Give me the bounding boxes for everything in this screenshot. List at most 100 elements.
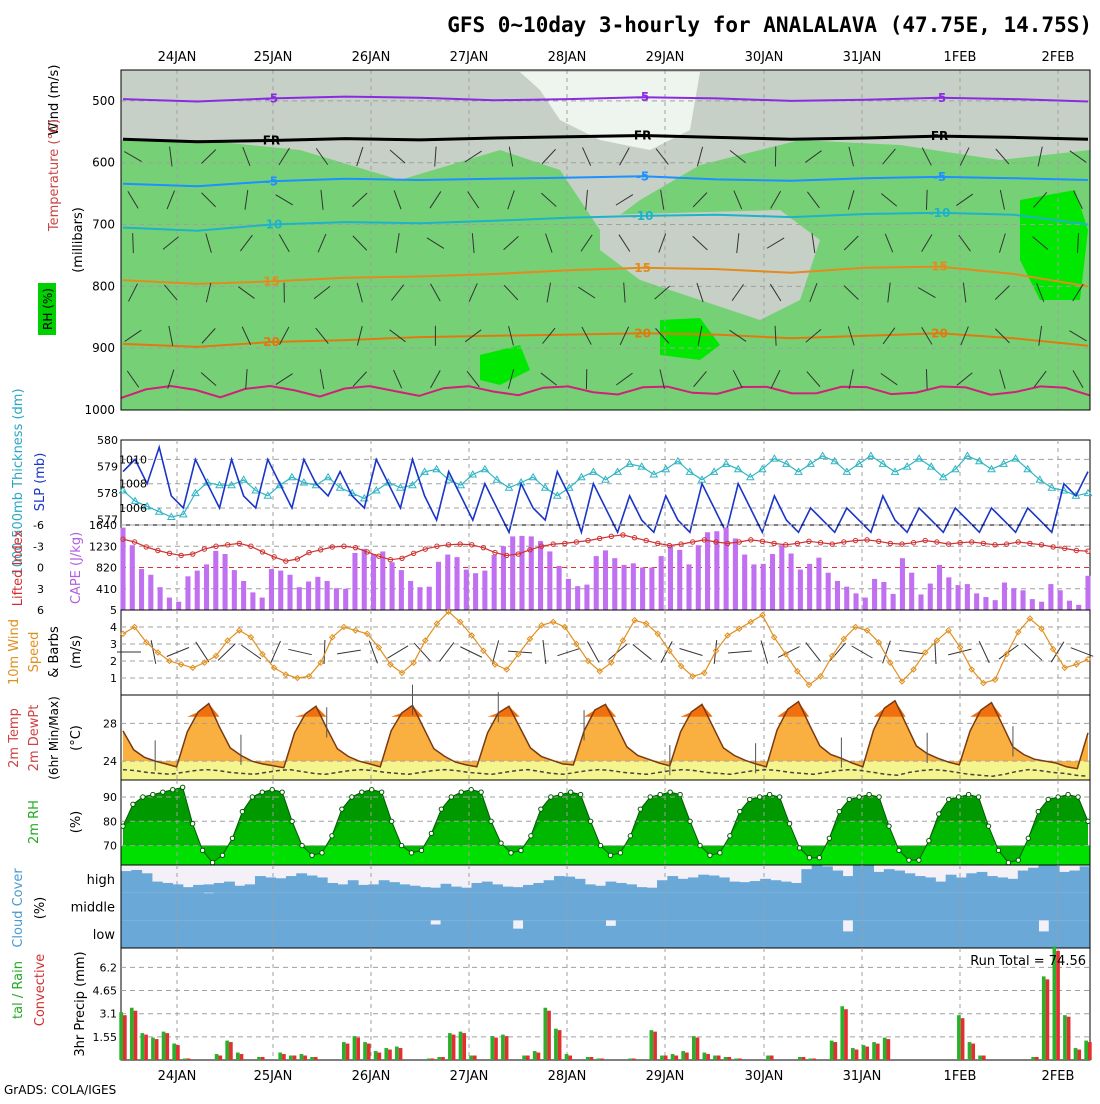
cloud-high-bar-41 [544,880,555,892]
upper-air-ytick-4: 900 [92,341,115,355]
cloud-high-bar-19 [317,877,328,892]
precip-convective-bar-24 [378,1053,382,1060]
precip-total-bar-90 [1074,1048,1078,1060]
cape-bar-50 [584,585,589,610]
cape-bar-3 [148,575,153,610]
cloud-low-bar-11 [234,920,245,948]
precip-convective-bar-54 [696,1038,700,1060]
bottom-date-label-9: 2FEB [1042,1069,1075,1084]
rh-point-34 [459,790,463,794]
cape-bar-88 [937,565,942,610]
cloud-middle-bar-62 [760,893,771,921]
upper-air-barb-2-0 [133,233,134,253]
cloud-middle-bar-11 [234,893,245,921]
precip-convective-bar-52 [674,1056,678,1060]
cloud-middle-bar-78 [925,893,936,921]
cape-bar-67 [742,555,747,610]
rh-point-4 [161,790,165,794]
rh-point-94 [1056,795,1060,799]
cloud-middle-bar-24 [368,893,379,921]
cloud-high-bar-51 [647,888,658,893]
rh-point-75 [867,792,871,796]
rh-point-11 [230,836,234,840]
cloud-low-bar-88 [1028,920,1039,948]
cloud-high-bar-55 [688,877,699,892]
cloud-middle-bar-43 [564,893,575,921]
cape-bar-45 [538,541,543,610]
precip-ytick-0: 1.55 [93,1031,118,1044]
cape-bar-21 [315,577,320,610]
precip-total-bar-61 [766,1056,770,1060]
cloud-high-bar-27 [399,884,410,892]
rh-axis-label: 2m RH [27,800,42,844]
precip-total-bar-55 [703,1053,707,1060]
cloud-middle-bar-52 [657,893,668,921]
cloud-high-bar-30 [430,888,441,893]
precip-convective-bar-70 [865,1047,869,1060]
rh-point-3 [151,792,155,796]
cloud-middle-bar-2 [142,893,153,921]
rh-point-14 [260,790,264,794]
cape-bar-9 [204,564,209,610]
cloud-high-bar-68 [822,866,833,892]
precip-convective-bar-32 [462,1033,466,1060]
rh-point-59 [708,853,712,857]
precip-convective-bar-15 [282,1054,286,1060]
cloud-middle-bar-92 [1069,893,1080,921]
cloud-middle-bar-14 [265,893,276,921]
rh-point-92 [1036,809,1040,813]
cape-bar-31 [408,581,413,610]
cloud-middle-bar-73 [874,893,885,921]
cloud-low-bar-48 [616,920,627,948]
rh-point-8 [200,848,204,852]
cloud-low-bar-39 [523,920,534,948]
precip-convective-bar-25 [388,1050,392,1060]
cape-bar-81 [872,579,877,610]
cape-bar-100 [1048,584,1053,610]
cloud-high-bar-92 [1069,871,1080,893]
cloud-low-bar-69 [832,920,843,948]
cloud-low-bar-81 [956,920,967,948]
cloud-middle-bar-64 [781,893,792,921]
rh-point-49 [608,853,612,857]
rh-point-32 [439,807,443,811]
cloud-low-bar-21 [337,920,348,948]
cloud-high-bar-18 [307,876,318,893]
cloud-high-bar-44 [575,879,586,893]
upper-air-ytick-0: 500 [92,94,115,108]
cloud-high-bar-46 [595,886,606,893]
cape-bar-20 [306,581,311,610]
rh-point-16 [280,790,284,794]
precip-total-bar-4 [162,1032,166,1060]
precip-total-bar-6 [183,1059,187,1060]
cloud-high-bar-32 [451,887,462,893]
cloud-low-bar-8 [203,920,214,948]
isotherm-label-5-0: 20 [263,335,280,349]
cape-bar-37 [464,570,469,610]
cloud-middle-bar-75 [894,893,905,921]
precip-convective-bar-89 [1067,1017,1071,1060]
rh-point-60 [718,851,722,855]
rh-point-90 [1016,858,1020,862]
upper-air-ytick-3: 800 [92,279,115,293]
cloud-middle-bar-46 [595,893,606,921]
cloud-middle-bar-3 [152,893,163,921]
rh-point-48 [598,843,602,847]
cloud-middle-bar-68 [822,893,833,921]
precip-total-bar-64 [798,1057,802,1060]
precip-convective-bar-0 [123,1015,127,1060]
cloud-low-bar-80 [946,920,957,948]
precip-convective-bar-40 [547,1011,551,1060]
cloud-middle-bar-79 [935,893,946,921]
wind-ytick-4: 5 [110,604,117,617]
cloud-low-bar-15 [276,920,287,948]
precip-total-bar-52 [671,1054,675,1060]
cloud-low-bar-19 [317,920,328,948]
precip-ytick-3: 6.2 [100,961,118,974]
cloud-low-bar-83 [977,920,988,948]
precip-total-bar-86 [1031,1057,1035,1060]
top-date-label-7: 31JAN [843,50,882,65]
cloud-high-bar-14 [265,877,276,892]
rh-point-78 [897,848,901,852]
temp-ytick-0: 24 [103,755,117,768]
